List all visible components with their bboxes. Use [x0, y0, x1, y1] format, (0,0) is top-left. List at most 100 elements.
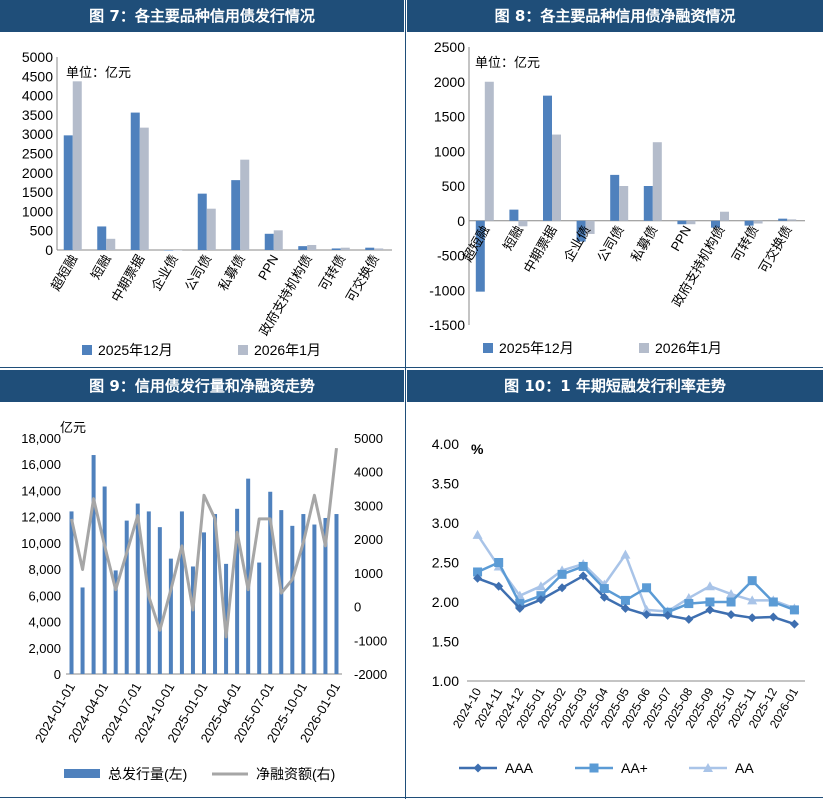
bar-total-issuance — [113, 570, 118, 674]
category-label: 企业债 — [148, 252, 180, 293]
y-tick-label: 0 — [45, 242, 53, 258]
bar-total-issuance — [235, 508, 240, 674]
y-left-tick-label: 6,000 — [28, 588, 61, 603]
y-tick-label: 2000 — [434, 74, 465, 90]
y-tick-label: 2.00 — [432, 594, 459, 610]
y-tick-label: 1000 — [22, 203, 53, 219]
bar-jan — [753, 220, 763, 224]
bar-dec — [475, 220, 485, 292]
marker-aaa — [705, 605, 715, 615]
y-tick-label: 1.00 — [432, 673, 459, 689]
marker-aaa — [642, 610, 652, 620]
bar-jan — [72, 81, 82, 251]
unit-label: 单位：亿元 — [66, 65, 131, 80]
bar-total-issuance — [202, 532, 206, 674]
y-tick-label: 2.50 — [432, 555, 459, 571]
bar-total-issuance — [91, 455, 96, 674]
marker-aaa — [536, 595, 546, 605]
bar-total-issuance — [312, 524, 317, 674]
marker-aaplus — [578, 561, 588, 571]
y-left-tick-label: 0 — [54, 667, 61, 682]
line-aa — [476, 534, 795, 613]
marker-aa — [726, 589, 737, 599]
category-label: 中期票据 — [521, 223, 560, 276]
bar-jan — [518, 220, 528, 227]
y-tick-label: 2500 — [22, 146, 53, 162]
category-label: 公司债 — [594, 223, 626, 264]
y-tick-label: -500 — [437, 248, 465, 264]
unit-label: 单位：亿元 — [475, 55, 540, 70]
marker-aaplus — [494, 558, 504, 567]
legend-label: AA — [735, 760, 754, 776]
category-label: 企业债 — [561, 223, 593, 264]
legend-label: 2025年12月 — [98, 342, 173, 358]
marker-aa — [704, 581, 715, 591]
y-right-tick-label: 3000 — [354, 498, 383, 513]
marker-aaa — [515, 603, 525, 613]
bar-dec — [643, 186, 653, 221]
bar-total-issuance — [168, 558, 173, 674]
marker-aaplus — [726, 597, 736, 607]
category-label: 短融 — [500, 223, 526, 253]
bar-total-issuance — [80, 587, 85, 674]
marker-aaa — [726, 610, 736, 620]
bar-jan — [206, 208, 216, 250]
left-unit-label: 亿元 — [60, 420, 86, 435]
bar-dec — [610, 174, 620, 221]
y-left-tick-label: 2,000 — [28, 641, 61, 656]
chart-issuance-by-type: 0 500 1000 1500 2000 2500 3000 3500 4000 4500 5000… — [22, 49, 392, 358]
marker-aaa — [578, 571, 588, 581]
y-right-tick-label: 1000 — [354, 566, 383, 581]
bar-total-issuance — [102, 486, 107, 674]
legend-label: 净融资额(右) — [256, 766, 335, 782]
y-tick-label: 3500 — [22, 107, 53, 123]
bar-jan — [484, 81, 494, 221]
y-right-tick-label: 4000 — [354, 465, 383, 480]
bar-jan — [173, 250, 183, 251]
legend-label: 2026年1月 — [254, 342, 321, 358]
category-label: 可交换债 — [343, 252, 382, 305]
panel-fig10: 图 10：1 年期短融发行利率走势 1.00 1.50 2.00 2.50 3.00 3.… — [407, 370, 823, 799]
marker-aaplus — [642, 583, 652, 593]
y-tick-label: -1000 — [429, 282, 465, 298]
marker-aaa — [663, 610, 673, 620]
marker-aaplus — [789, 605, 799, 615]
bar-total-issuance — [301, 514, 306, 674]
marker-aaa — [599, 592, 609, 602]
legend-swatch — [483, 343, 493, 353]
marker-aa — [747, 595, 758, 605]
y-tick-label: 1.50 — [432, 634, 459, 650]
marker-aaplus — [620, 595, 630, 605]
bar-total-issuance — [157, 527, 162, 674]
divider — [0, 797, 823, 798]
legend-label: 2026年1月 — [655, 340, 722, 356]
bar-jan — [340, 247, 350, 250]
marker-aaa — [684, 614, 694, 624]
panel-fig9: 图 9：信用债发行量和净融资走势 0 2,000 4,000 6,000 8,000 10… — [0, 370, 404, 799]
bar-total-issuance — [179, 511, 184, 674]
category-label: 可转债 — [316, 252, 348, 293]
marker-aa — [472, 529, 483, 539]
category-label: PPN — [668, 223, 694, 254]
category-label: 超短融 — [48, 252, 80, 293]
category-label: 私募债 — [628, 223, 660, 264]
y-left-tick-label: 14,000 — [21, 483, 61, 498]
y-unit-label: % — [471, 441, 484, 457]
chart-issuance-trend: 0 2,000 4,000 6,000 8,000 10,000 12,000 14,000 1… — [21, 420, 387, 782]
line-aaplus — [477, 561, 795, 614]
bar-jan — [552, 134, 561, 221]
bar-dec — [744, 220, 754, 226]
legend-label: 总发行量(左) — [108, 766, 187, 782]
marker-aaplus — [515, 599, 525, 609]
bar-total-issuance — [213, 514, 218, 674]
y-tick-label: 2000 — [22, 165, 53, 181]
bar-dec — [298, 246, 308, 250]
legend-swatch-marker — [589, 763, 599, 773]
bar-dec — [677, 220, 687, 225]
divider — [0, 367, 823, 368]
y-tick-label: 3.00 — [432, 515, 459, 531]
bar-jan — [720, 211, 729, 221]
legend-label: 2025年12月 — [499, 340, 574, 356]
bar-dec — [509, 209, 519, 221]
bar-dec — [231, 180, 241, 250]
